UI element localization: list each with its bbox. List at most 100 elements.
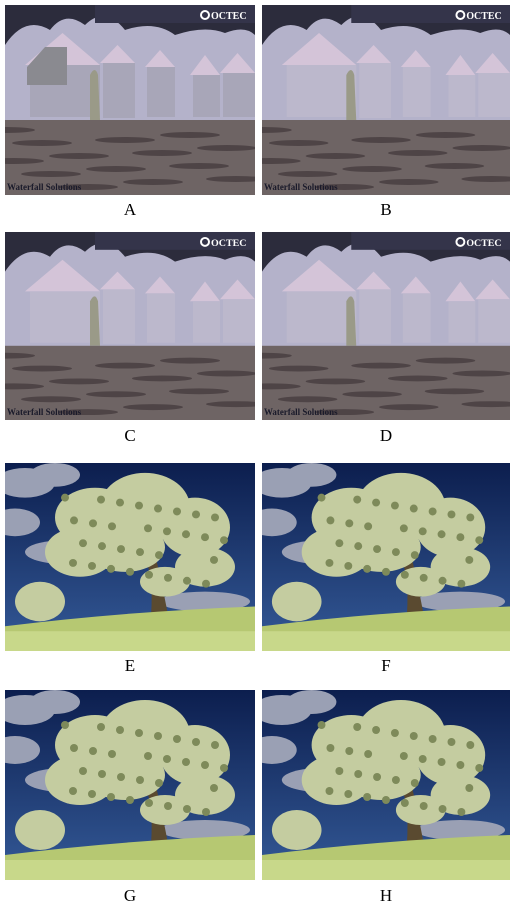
cloud: [30, 463, 80, 487]
leaf-shade: [173, 508, 181, 516]
ground-streak: [49, 378, 109, 384]
leaf-shade: [391, 502, 399, 510]
canopy: [416, 725, 485, 785]
house: [147, 67, 175, 117]
leaf-shade: [192, 738, 200, 746]
panel-label: H: [262, 886, 510, 906]
figure: OCTECWaterfall SolutionsAOCTECWaterfall …: [0, 0, 511, 906]
ground-streak: [123, 179, 183, 185]
watermark-top: OCTEC: [211, 11, 247, 22]
ground-streak: [416, 132, 476, 138]
leaf-shade: [429, 735, 437, 743]
leaf-shade: [107, 793, 115, 801]
leaf-shade: [98, 542, 106, 550]
leaf-shade: [98, 770, 106, 778]
leaf-shade: [164, 802, 172, 810]
house: [147, 293, 175, 342]
ground-streak: [425, 163, 485, 169]
house: [30, 291, 100, 342]
leaf-shade: [318, 721, 326, 729]
leaf-shade: [155, 779, 163, 787]
leaf-shade: [373, 545, 381, 553]
leaf-shade: [116, 726, 124, 734]
ground-streak: [197, 371, 255, 377]
panel: G: [5, 690, 255, 906]
leaf-shade: [419, 527, 427, 535]
leaf-shade: [354, 542, 362, 550]
leaf-shade: [183, 577, 191, 585]
leaf-shade: [97, 723, 105, 731]
watermark-bottom: Waterfall Solutions: [7, 407, 82, 417]
ground-streak: [388, 150, 448, 156]
watermark-bottom: Waterfall Solutions: [264, 407, 338, 417]
canopy: [416, 498, 485, 557]
leaf-shade: [448, 510, 456, 518]
ground-streak: [169, 388, 229, 394]
leaf-shade: [61, 494, 69, 502]
leaf-shade: [182, 530, 190, 538]
leaf-shade: [420, 802, 428, 810]
watermark-bottom: Waterfall Solutions: [7, 182, 82, 192]
leaf-shade: [201, 533, 209, 541]
leaf-shade: [457, 808, 465, 816]
ground-streak: [306, 153, 366, 159]
leaf-shade: [220, 764, 228, 772]
leaf-shade: [420, 574, 428, 582]
cloud: [287, 690, 337, 714]
leaf-shade: [210, 556, 218, 564]
leaf-shade: [89, 747, 97, 755]
ground-streak: [452, 371, 510, 377]
panel: OCTECWaterfall SolutionsD: [262, 232, 510, 446]
foreground: [262, 631, 510, 651]
watermark-bottom: Waterfall Solutions: [264, 182, 338, 192]
leaf-shade: [326, 744, 334, 752]
ground-streak: [169, 163, 229, 169]
ground-streak: [12, 366, 72, 372]
ground-streak: [132, 375, 192, 381]
leaf-shade: [325, 559, 333, 567]
canopy: [85, 522, 165, 571]
house: [448, 301, 475, 343]
panel-label: A: [5, 200, 255, 220]
ground-streak: [278, 171, 338, 177]
leaf-shade: [155, 551, 163, 559]
panel-label: E: [5, 656, 255, 676]
leaf-shade: [108, 750, 116, 758]
canopy: [341, 522, 420, 571]
ground-streak: [351, 137, 411, 143]
canopy: [15, 582, 65, 622]
leaf-shade: [401, 799, 409, 807]
house: [103, 63, 135, 118]
cloud: [287, 463, 337, 487]
ground-streak: [21, 171, 81, 177]
leaf-shade: [88, 562, 96, 570]
leaf-shade: [363, 565, 371, 573]
panel-label: B: [262, 200, 510, 220]
leaf-shade: [382, 568, 390, 576]
leaf-shade: [70, 516, 78, 524]
leaf-shade: [456, 761, 464, 769]
leaf-shade: [475, 764, 483, 772]
leaf-shade: [439, 577, 447, 585]
ground-streak: [416, 358, 476, 364]
leaf-shade: [136, 548, 144, 556]
leaf-shade: [211, 513, 219, 521]
leaf-shade: [363, 793, 371, 801]
leaf-shade: [364, 522, 372, 530]
leaf-shade: [107, 565, 115, 573]
leaf-shade: [354, 770, 362, 778]
ground-streak: [160, 358, 220, 364]
leaf-shade: [136, 776, 144, 784]
watermark-top: OCTEC: [466, 11, 501, 22]
leaf-shade: [154, 732, 162, 740]
canopy: [160, 725, 230, 785]
leaf-shade: [202, 580, 210, 588]
ground-streak: [306, 378, 366, 384]
leaf-shade: [145, 799, 153, 807]
ground-streak: [95, 363, 155, 369]
house: [359, 63, 391, 118]
house: [223, 299, 255, 343]
image: [262, 463, 510, 651]
leaf-shade: [391, 729, 399, 737]
ground-streak: [123, 404, 183, 410]
